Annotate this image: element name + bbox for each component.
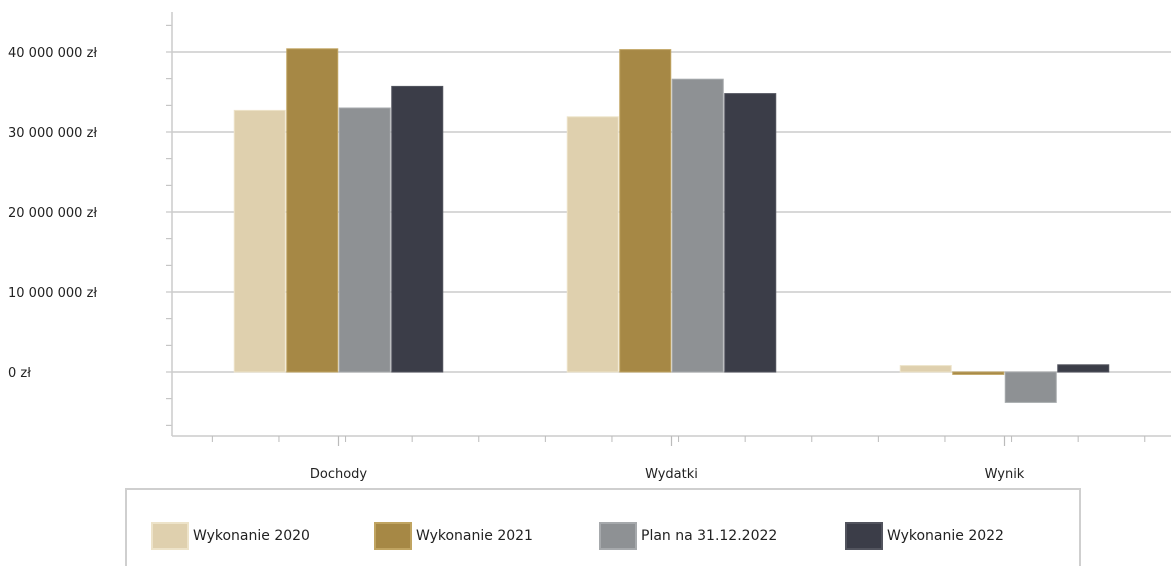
legend-item-plan-2022: Plan na 31.12.2022 <box>599 520 777 552</box>
bar-wydatki-wykonanie-2022 <box>724 93 777 373</box>
bar-wynik-wykonanie-2021 <box>952 371 1005 375</box>
bar-dochody-wykonanie-2020 <box>233 109 286 373</box>
legend-item-wykonanie-2020: Wykonanie 2020 <box>151 520 310 552</box>
bar-wydatki-plan-na-31-12-2022 <box>671 78 724 373</box>
legend-label-wykonanie-2020: Wykonanie 2020 <box>193 528 310 544</box>
legend-label-plan-2022: Plan na 31.12.2022 <box>641 528 778 544</box>
legend-item-wykonanie-2022: Wykonanie 2022 <box>845 520 1004 552</box>
legend: Wykonanie 2020 Wykonanie 2021 Plan na 31… <box>125 488 1081 566</box>
bar-chart: 0 zł 10 000 000 zł 20 000 000 zł 30 000 000… <box>8 12 1171 482</box>
y-tick-label-1: 10 000 000 zł <box>8 286 97 301</box>
bars <box>233 48 1110 403</box>
legend-swatch-plan-2022 <box>599 522 637 550</box>
legend-label-wykonanie-2021: Wykonanie 2021 <box>416 528 533 544</box>
legend-swatch-wykonanie-2022 <box>845 522 883 550</box>
axes <box>166 12 1171 446</box>
y-tick-label-4: 40 000 000 zł <box>8 46 97 61</box>
bar-wydatki-wykonanie-2021 <box>619 49 672 373</box>
legend-label-wykonanie-2022: Wykonanie 2022 <box>887 528 1004 544</box>
category-label-wydatki: Wydatki <box>645 467 698 482</box>
category-label-wynik: Wynik <box>985 467 1025 482</box>
y-tick-label-2: 20 000 000 zł <box>8 206 97 221</box>
bar-wydatki-wykonanie-2020 <box>566 116 619 373</box>
legend-item-wykonanie-2021: Wykonanie 2021 <box>374 520 533 552</box>
category-label-dochody: Dochody <box>310 467 368 482</box>
bar-dochody-wykonanie-2022 <box>391 85 444 373</box>
bar-wynik-wykonanie-2020 <box>899 365 952 373</box>
legend-swatch-wykonanie-2020 <box>151 522 189 550</box>
bar-dochody-wykonanie-2021 <box>286 48 339 373</box>
x-axis-labels: Dochody Wydatki Wynik <box>310 467 1025 482</box>
y-tick-label-3: 30 000 000 zł <box>8 126 97 141</box>
bar-dochody-plan-na-31-12-2022 <box>338 107 391 373</box>
legend-swatch-wykonanie-2021 <box>374 522 412 550</box>
bar-wynik-plan-na-31-12-2022 <box>1004 371 1057 403</box>
grid-lines <box>172 51 1171 373</box>
bar-wynik-wykonanie-2022 <box>1057 364 1110 373</box>
y-axis-labels: 0 zł 10 000 000 zł 20 000 000 zł 30 000 000… <box>8 46 97 381</box>
y-tick-label-0: 0 zł <box>8 366 31 381</box>
